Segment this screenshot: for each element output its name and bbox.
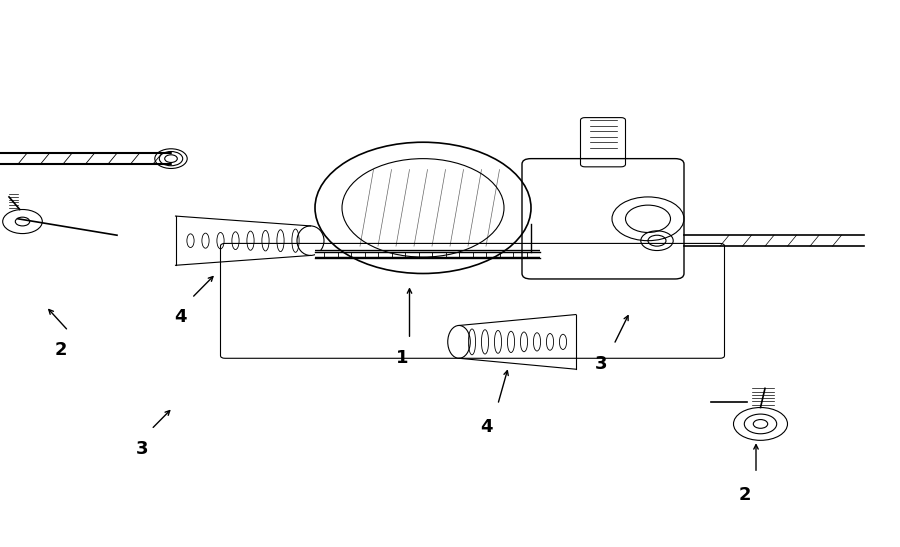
Text: 2: 2 (55, 341, 68, 359)
Text: 4: 4 (174, 309, 186, 326)
Text: 3: 3 (136, 440, 149, 457)
Text: 4: 4 (480, 418, 492, 435)
Text: 2: 2 (739, 486, 752, 504)
Text: 3: 3 (595, 355, 608, 373)
Text: 1: 1 (396, 350, 409, 367)
